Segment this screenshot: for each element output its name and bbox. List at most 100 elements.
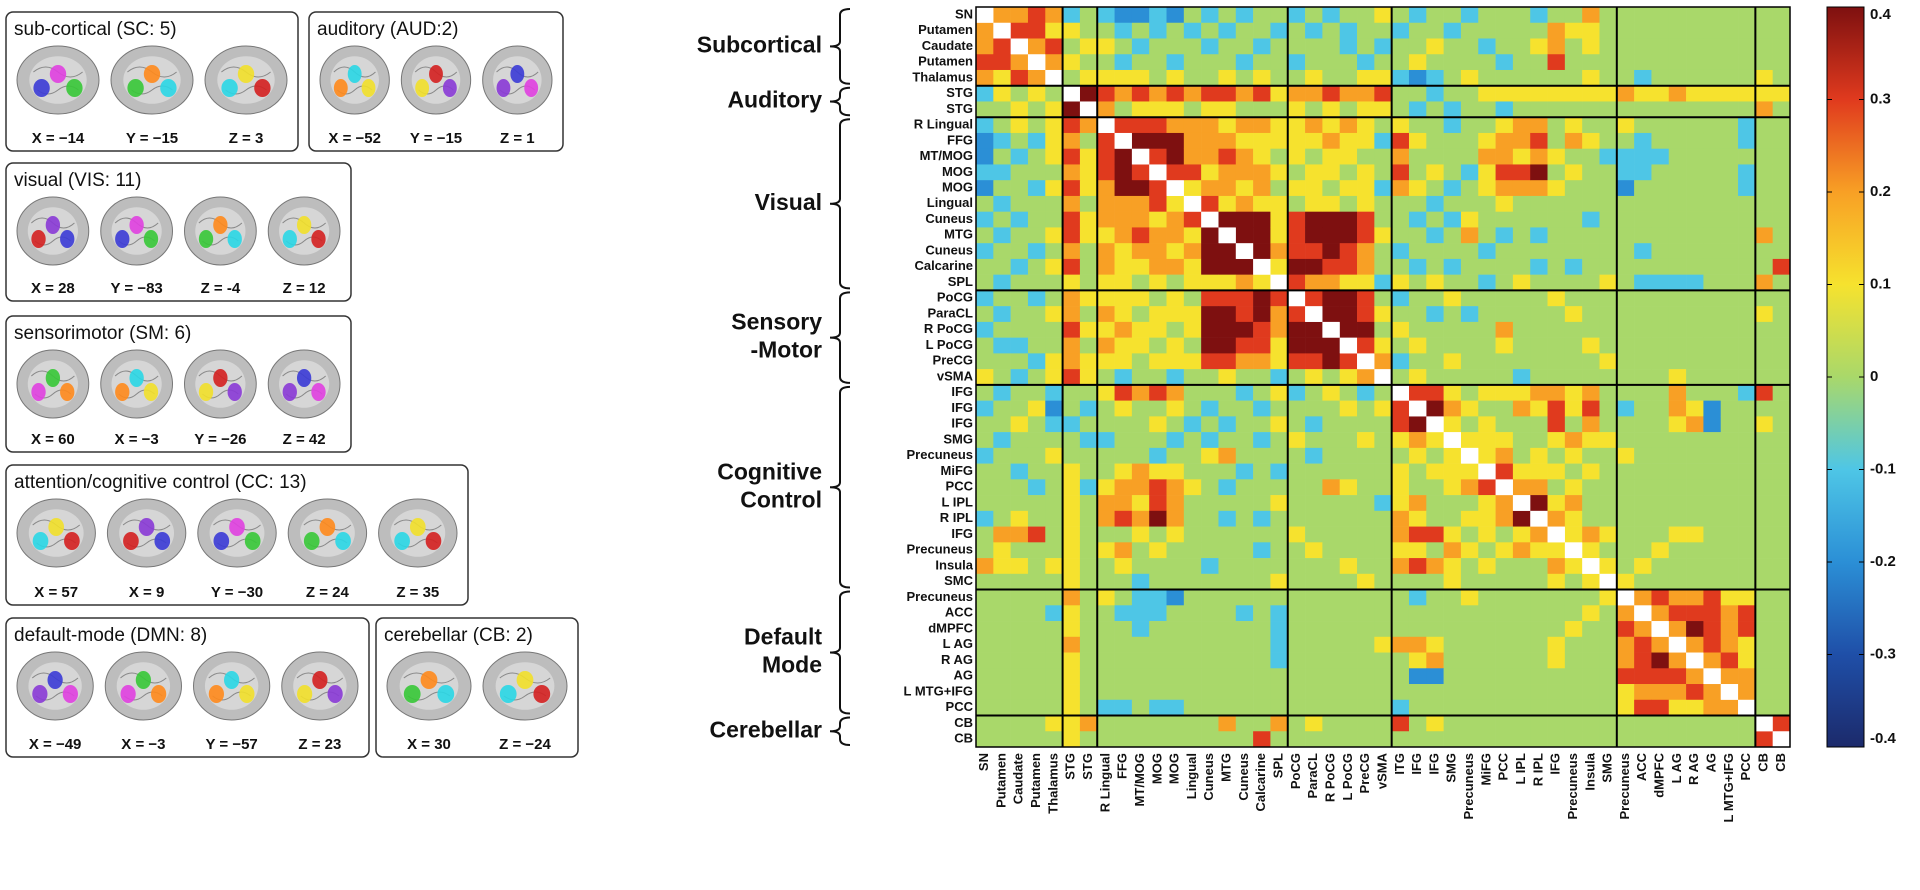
cell — [1027, 211, 1046, 228]
cell — [1738, 148, 1756, 165]
cell — [1616, 69, 1635, 87]
cell — [1149, 227, 1167, 244]
cell — [1651, 227, 1670, 244]
cell — [1738, 132, 1756, 150]
cell — [1443, 495, 1462, 512]
cell — [1097, 573, 1115, 590]
cell — [1530, 684, 1548, 701]
cell — [1668, 463, 1687, 480]
cell — [1703, 54, 1722, 71]
cell — [1512, 353, 1531, 370]
cell — [1495, 164, 1514, 181]
row-label: Cuneus — [925, 211, 973, 226]
cell — [1183, 38, 1202, 55]
cell — [1616, 243, 1635, 260]
cell — [1270, 384, 1289, 401]
cell — [993, 353, 1011, 370]
activation-blob — [312, 671, 328, 689]
cell — [1183, 621, 1202, 638]
cell — [1720, 22, 1739, 39]
cell — [1426, 636, 1444, 653]
cell — [1131, 400, 1150, 417]
cell — [1322, 54, 1341, 71]
cell — [1010, 432, 1029, 449]
cell — [1114, 573, 1133, 590]
cell — [1634, 274, 1652, 291]
cell — [1495, 558, 1514, 575]
cell — [1703, 731, 1722, 748]
cell — [1478, 652, 1496, 669]
cell — [1097, 416, 1115, 433]
cell — [1530, 605, 1548, 622]
cell — [1114, 211, 1133, 228]
cell — [993, 290, 1011, 307]
cell — [1668, 652, 1687, 669]
cell — [976, 573, 994, 590]
cell — [1668, 731, 1687, 748]
cell — [1686, 526, 1704, 543]
cell — [1253, 621, 1271, 638]
cell — [1322, 7, 1341, 24]
cell — [1201, 463, 1219, 480]
cell — [1339, 652, 1358, 669]
cell — [1478, 668, 1496, 685]
cell — [1097, 227, 1115, 244]
cell — [976, 180, 994, 197]
cell — [1599, 495, 1618, 512]
cell — [976, 258, 994, 275]
cell — [1686, 479, 1704, 496]
cell — [1582, 479, 1600, 496]
cell — [1235, 164, 1254, 181]
cell — [1599, 85, 1618, 102]
cell — [1201, 495, 1219, 512]
activation-blob — [151, 685, 167, 703]
cell — [1253, 38, 1271, 55]
cell — [993, 510, 1011, 527]
cell — [1616, 447, 1635, 464]
cell — [1616, 510, 1635, 527]
cell — [1772, 101, 1791, 118]
group-label: Cerebellar — [709, 716, 822, 742]
cell — [1131, 274, 1150, 291]
cell — [1183, 684, 1202, 701]
cell — [1755, 731, 1773, 748]
cell — [1218, 605, 1237, 622]
cell — [1634, 243, 1652, 260]
cell — [1235, 636, 1254, 653]
cell — [1357, 384, 1375, 401]
cell — [1270, 180, 1289, 197]
cell — [1512, 132, 1531, 150]
cell — [1720, 321, 1739, 338]
group-label: Subcortical — [697, 31, 822, 57]
cell — [1062, 148, 1081, 165]
cell — [1062, 621, 1081, 638]
cell — [1703, 321, 1722, 338]
cell — [1339, 69, 1358, 87]
cell — [1426, 69, 1444, 87]
cell — [1634, 369, 1652, 386]
cell — [1703, 621, 1722, 638]
cell — [1547, 715, 1566, 732]
cell — [1027, 369, 1046, 386]
activation-blob — [138, 518, 155, 536]
cell — [1270, 510, 1289, 527]
cell — [1201, 337, 1219, 354]
cell — [1616, 573, 1635, 590]
cell — [1460, 195, 1479, 212]
cell — [1045, 22, 1063, 39]
cell — [1703, 384, 1722, 401]
cell — [1530, 526, 1548, 543]
cell — [1720, 164, 1739, 181]
cell — [1391, 369, 1410, 386]
cell — [1460, 652, 1479, 669]
cell — [1582, 526, 1600, 543]
cell — [1010, 180, 1029, 197]
cell — [1010, 400, 1029, 417]
cell — [1651, 573, 1670, 590]
cell — [1547, 479, 1566, 496]
cell — [1772, 321, 1791, 338]
cell — [1634, 258, 1652, 275]
cell — [1651, 243, 1670, 260]
cell — [1408, 636, 1427, 653]
cell — [1045, 148, 1063, 165]
